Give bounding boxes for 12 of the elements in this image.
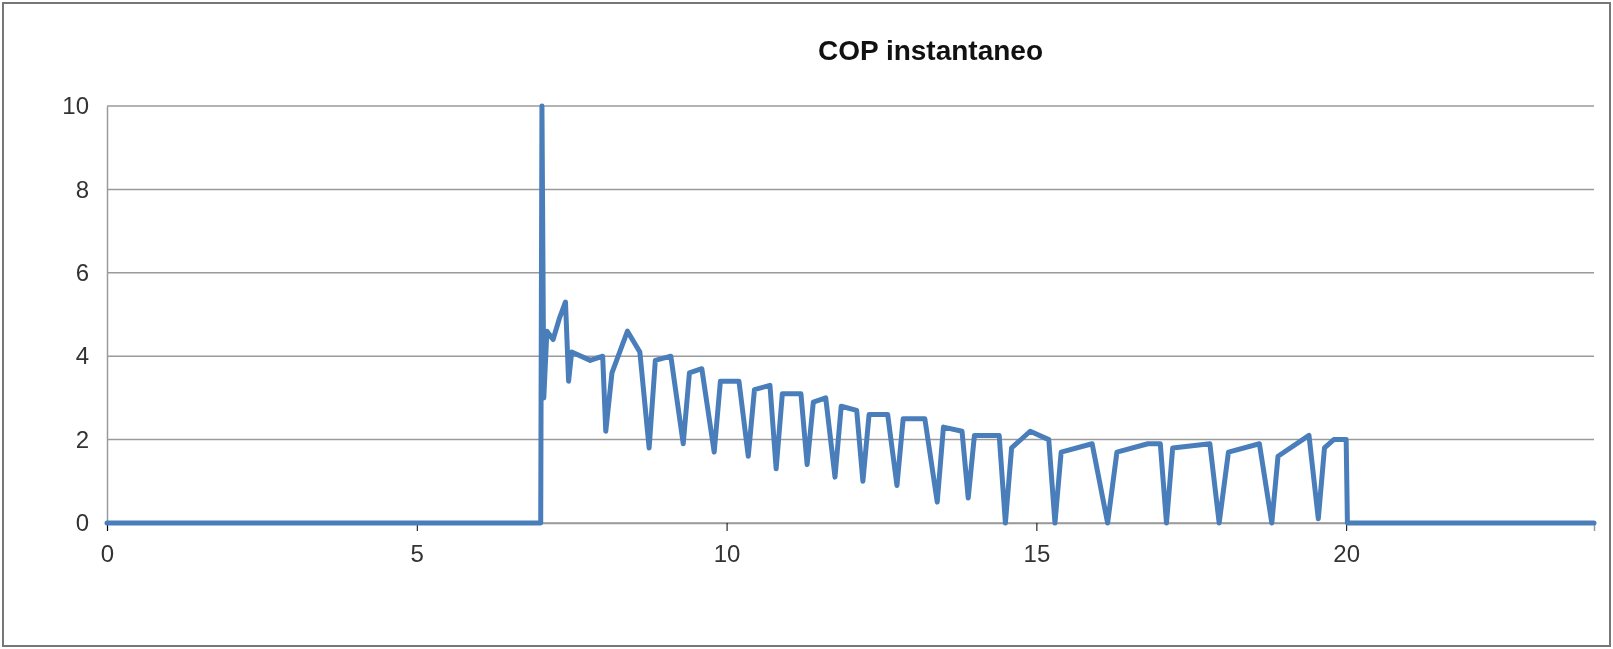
chart-title: COP instantaneo — [817, 35, 1044, 66]
y-tick-label: 2 — [75, 425, 89, 453]
y-tick-label: 0 — [75, 509, 89, 537]
x-tick-label: 10 — [713, 540, 741, 568]
x-tick-label: 15 — [1023, 540, 1051, 568]
x-tick-label: 5 — [410, 540, 424, 568]
y-tick-label: 4 — [75, 342, 89, 370]
y-tick-label: 10 — [62, 92, 89, 120]
x-tick-label: 0 — [100, 540, 115, 568]
x-tick-label: 20 — [1333, 540, 1361, 568]
y-tick-label: 8 — [75, 175, 89, 203]
y-tick-label: 6 — [75, 258, 89, 286]
